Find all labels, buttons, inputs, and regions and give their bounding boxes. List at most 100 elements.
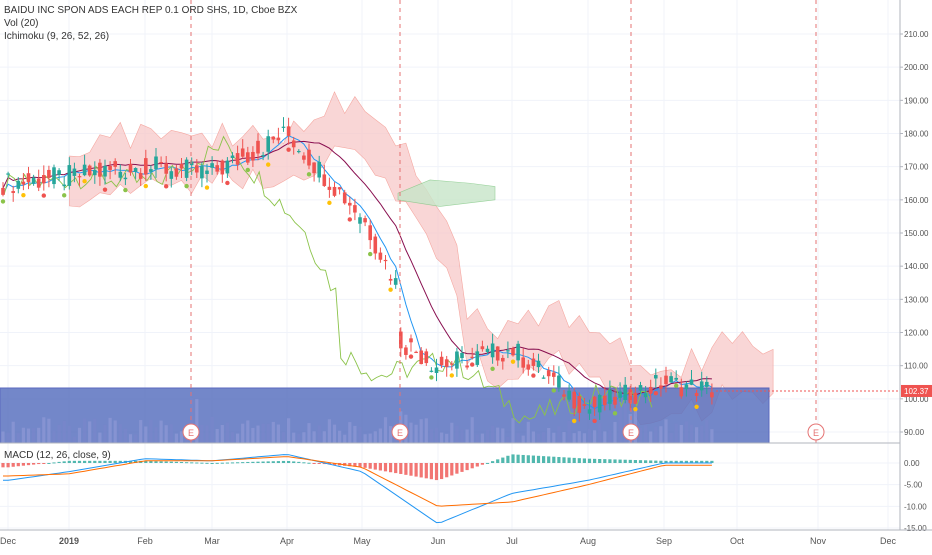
last-price-label: 102.37 (904, 387, 929, 396)
signal-dot (266, 162, 271, 167)
candle-body (21, 181, 26, 185)
candle-body (26, 173, 31, 183)
candle-body (501, 357, 505, 362)
macd-histogram-bar (297, 461, 301, 463)
candle-body (674, 377, 678, 380)
time-axis-label: Dec (0, 536, 16, 546)
volume-bar (368, 433, 372, 443)
volume-bar (338, 430, 342, 443)
macd-legend[interactable]: MACD (12, 26, close, 9) (4, 450, 111, 461)
signal-dot (368, 251, 373, 257)
earnings-marker-label: E (813, 428, 819, 438)
signal-dot (572, 418, 577, 424)
macd-histogram-bar (358, 463, 362, 468)
ichimoku-legend[interactable]: Ichimoku (9, 26, 52, 26) (4, 31, 110, 42)
volume-bar (394, 435, 398, 443)
signal-dot (694, 404, 699, 410)
price-axis-label: 170.00 (904, 163, 929, 172)
volume-bar (287, 418, 291, 443)
volume-bar (322, 431, 326, 443)
macd-histogram-bar (429, 463, 433, 480)
price-axis-label: 100.00 (904, 395, 929, 404)
candle-body (669, 376, 673, 383)
volume-bar (210, 417, 214, 443)
candle-body (179, 163, 184, 169)
macd-histogram-bar (705, 460, 709, 463)
signal-dot (0, 199, 6, 204)
volume-bar (378, 428, 382, 443)
macd-histogram-bar (83, 460, 87, 463)
symbol-title[interactable]: BAIDU INC SPON ADS EACH REP 0.1 ORD SHS,… (4, 5, 298, 16)
candle-body (546, 370, 551, 377)
volume-bar (669, 432, 673, 443)
signal-dot (306, 172, 312, 177)
macd-histogram-bar (266, 461, 270, 463)
volume-bar (710, 429, 714, 443)
candle-body (327, 186, 332, 190)
candle-body (684, 384, 689, 390)
time-axis-label: 2019 (59, 536, 79, 546)
volume-bar (67, 425, 71, 443)
candle-body (434, 367, 439, 373)
macd-histogram-bar (246, 461, 250, 463)
candle-body (409, 338, 413, 343)
candle-body (659, 385, 663, 389)
candle-body (363, 218, 367, 223)
volume-bar (562, 432, 566, 443)
volume-bar (225, 422, 229, 443)
macd-histogram-bar (654, 460, 658, 463)
macd-histogram-bar (302, 462, 306, 464)
volume-bar (302, 432, 306, 443)
volume-bar (83, 418, 87, 443)
volume-bar (638, 427, 643, 443)
volume-bar (536, 433, 541, 443)
macd-histogram-bar (404, 463, 408, 475)
macd-histogram-bar (42, 463, 46, 464)
macd-histogram-bar (52, 462, 56, 464)
candle-body (246, 152, 250, 163)
volume-bar (506, 436, 510, 443)
candle-body (47, 169, 51, 178)
volume-legend[interactable]: Vol (20) (4, 18, 39, 29)
macd-histogram-bar (230, 462, 235, 464)
candle-body (235, 153, 240, 165)
signal-dot (245, 167, 250, 173)
macd-histogram-bar (552, 456, 556, 463)
candle-body (98, 162, 102, 177)
signal-dot (388, 287, 393, 292)
macd-histogram-bar (633, 460, 637, 463)
macd-histogram-bar (200, 462, 204, 464)
candle-body (348, 202, 352, 206)
volume-bar (16, 433, 20, 443)
candle-body (623, 384, 627, 400)
macd-histogram-bar (348, 463, 352, 467)
candle-body (164, 163, 168, 174)
price-axis-label: 190.00 (904, 96, 929, 105)
volume-bar (516, 433, 520, 443)
candle-body (526, 364, 531, 370)
candle-body (133, 168, 138, 172)
candle-body (450, 363, 454, 365)
ichimoku-cloud (69, 91, 774, 425)
candle-body (597, 395, 602, 413)
earnings-marker-label: E (628, 428, 634, 438)
volume-bar (123, 428, 127, 443)
candle-body (317, 161, 321, 178)
macd-histogram-bar (103, 460, 107, 463)
volume-bar (77, 427, 82, 443)
price-axis-label: 90.00 (904, 428, 925, 437)
candle-body (149, 169, 153, 172)
volume-bar (236, 433, 240, 443)
volume-bar (6, 432, 10, 443)
candle-body (654, 375, 658, 379)
candle-body (128, 163, 133, 173)
candle-body (337, 187, 342, 190)
volume-bar (57, 424, 61, 443)
candle-body (31, 177, 36, 184)
macd-histogram-bar (225, 462, 229, 464)
candle-body (332, 186, 337, 196)
signal-dot (592, 418, 597, 424)
macd-histogram-bar (251, 461, 255, 463)
